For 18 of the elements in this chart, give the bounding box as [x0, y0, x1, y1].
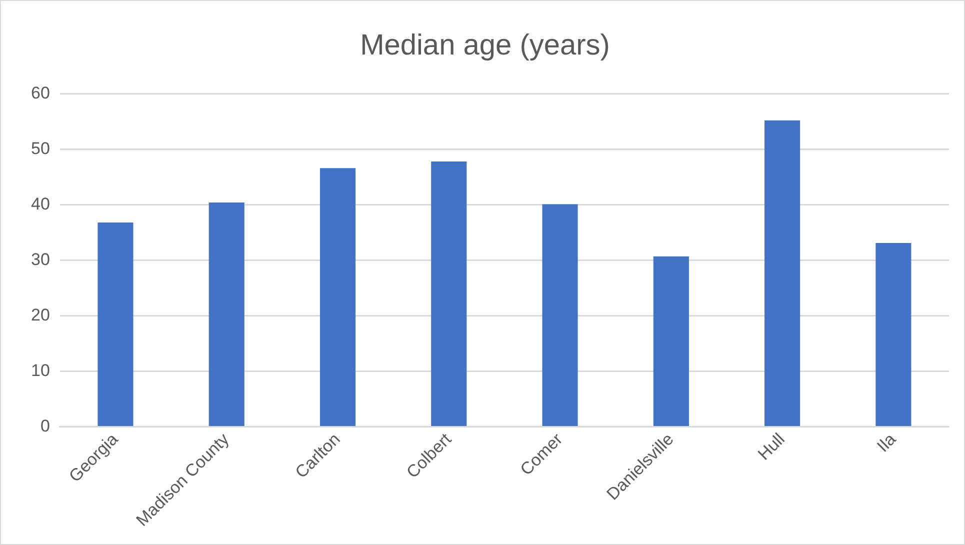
bar — [320, 168, 356, 426]
chart-title: Median age (years) — [360, 29, 610, 62]
y-tick-label: 20 — [30, 305, 50, 324]
y-tick-label: 40 — [30, 194, 50, 214]
bar — [542, 204, 578, 426]
bar — [876, 243, 912, 426]
y-tick-label: 30 — [30, 250, 50, 269]
x-tick-label: Ila — [873, 429, 900, 456]
bar — [764, 120, 800, 426]
y-tick-label: 50 — [30, 138, 50, 158]
bar — [431, 161, 467, 426]
y-tick-label: 10 — [30, 360, 50, 380]
bar — [653, 256, 689, 426]
y-tick-label: 60 — [30, 83, 50, 102]
y-tick-label: 0 — [40, 416, 50, 436]
x-tick-label: Hull — [754, 430, 788, 464]
bar — [98, 222, 134, 426]
bar — [208, 202, 244, 426]
